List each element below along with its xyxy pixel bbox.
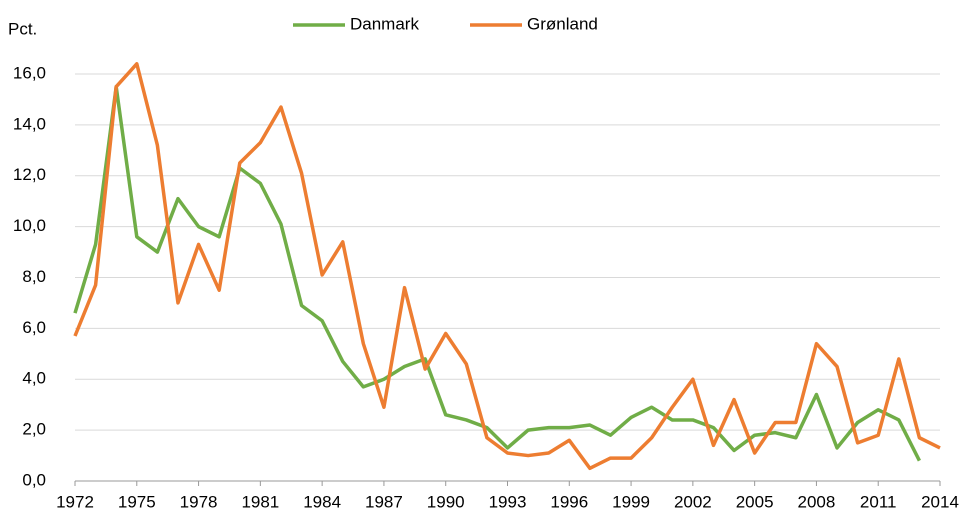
y-tick-label: 14,0 (13, 114, 46, 133)
y-tick-label: 0,0 (22, 470, 46, 489)
series-line (73, 62, 941, 471)
y-tick-label: 8,0 (22, 267, 46, 286)
x-tick-label: 1999 (612, 492, 650, 511)
x-tick-label: 2005 (736, 492, 774, 511)
x-tick-label: 1978 (180, 492, 218, 511)
y-tick-label: 2,0 (22, 420, 46, 439)
x-tick-label: 1981 (241, 492, 279, 511)
legend-label: Grønland (527, 14, 598, 33)
y-axis-label: Pct. (8, 19, 37, 38)
x-tick-label: 1990 (427, 492, 465, 511)
x-tick-label: 1984 (303, 492, 341, 511)
y-tick-label: 6,0 (22, 318, 46, 337)
legend-label: Danmark (350, 14, 419, 33)
x-tick-label: 1972 (56, 492, 94, 511)
x-tick-label: 2014 (921, 492, 959, 511)
x-tick-label: 2011 (860, 492, 897, 511)
y-tick-label: 4,0 (22, 369, 46, 388)
x-tick-label: 1996 (550, 492, 588, 511)
x-tick-label: 2008 (798, 492, 836, 511)
y-tick-label: 16,0 (13, 63, 46, 82)
y-tick-label: 12,0 (13, 165, 46, 184)
x-tick-label: 2002 (674, 492, 712, 511)
y-tick-label: 10,0 (13, 216, 46, 235)
series-line (73, 84, 921, 462)
x-tick-label: 1987 (365, 492, 403, 511)
x-tick-label: 1993 (489, 492, 527, 511)
x-tick-label: 1975 (118, 492, 156, 511)
